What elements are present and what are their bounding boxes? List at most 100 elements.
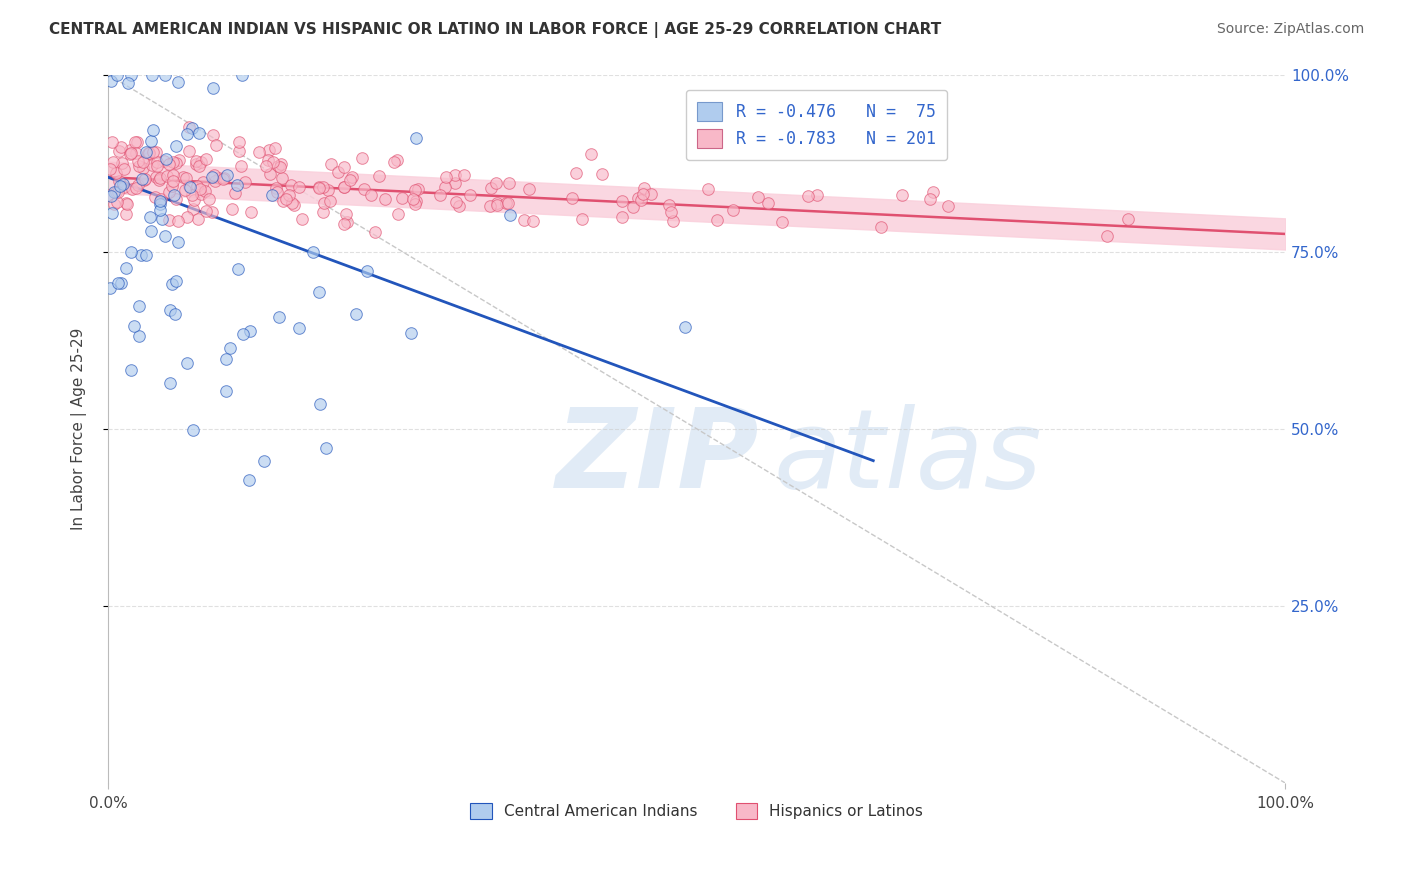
Point bbox=[145, 145, 167, 160]
Point bbox=[194, 184, 217, 198]
Point bbox=[621, 200, 644, 214]
Point bbox=[107, 185, 129, 199]
Point bbox=[673, 319, 696, 334]
Point bbox=[184, 153, 207, 168]
Point bbox=[112, 180, 135, 194]
Point bbox=[257, 153, 280, 167]
Point bbox=[128, 159, 150, 173]
Point bbox=[353, 181, 375, 195]
Point bbox=[238, 474, 260, 488]
Point bbox=[360, 187, 382, 202]
Point bbox=[108, 145, 131, 159]
Point bbox=[316, 183, 339, 197]
Point bbox=[758, 196, 780, 211]
Point bbox=[287, 321, 309, 335]
Point bbox=[212, 171, 235, 186]
Point bbox=[100, 189, 122, 203]
Point bbox=[159, 376, 181, 390]
Point bbox=[517, 182, 540, 196]
Point bbox=[160, 277, 183, 291]
Point bbox=[165, 307, 187, 321]
Point bbox=[352, 152, 374, 166]
Point bbox=[308, 285, 330, 299]
Point bbox=[721, 202, 744, 217]
Point bbox=[561, 191, 583, 205]
Point bbox=[131, 248, 153, 262]
Point bbox=[890, 187, 912, 202]
Point bbox=[124, 146, 146, 161]
Point bbox=[214, 352, 236, 367]
Point bbox=[153, 68, 176, 82]
Point bbox=[141, 68, 163, 82]
Point bbox=[1097, 228, 1119, 243]
Point bbox=[633, 180, 655, 194]
Point bbox=[186, 179, 208, 194]
Point bbox=[125, 181, 148, 195]
Point bbox=[274, 192, 297, 206]
Point bbox=[162, 154, 184, 169]
Point bbox=[406, 182, 429, 196]
Point bbox=[277, 187, 299, 202]
Point bbox=[163, 188, 186, 202]
Point bbox=[165, 192, 187, 206]
Point bbox=[120, 68, 142, 82]
Point bbox=[127, 178, 149, 193]
Point bbox=[105, 194, 128, 209]
Point bbox=[145, 160, 167, 174]
Point bbox=[201, 80, 224, 95]
Point bbox=[108, 179, 131, 194]
Point bbox=[188, 159, 211, 173]
Point bbox=[138, 146, 160, 161]
Point bbox=[340, 169, 363, 184]
Point bbox=[522, 214, 544, 228]
Point bbox=[188, 126, 211, 140]
Point bbox=[165, 274, 187, 288]
Point bbox=[610, 211, 633, 225]
Point bbox=[259, 167, 281, 181]
Point bbox=[512, 213, 534, 227]
Point bbox=[134, 171, 156, 186]
Point bbox=[120, 146, 142, 161]
Point bbox=[405, 194, 427, 208]
Point bbox=[478, 199, 501, 213]
Point bbox=[312, 204, 335, 219]
Text: atlas: atlas bbox=[773, 403, 1042, 510]
Point bbox=[262, 155, 284, 169]
Point bbox=[233, 175, 256, 189]
Y-axis label: In Labor Force | Age 25-29: In Labor Force | Age 25-29 bbox=[72, 327, 87, 530]
Point bbox=[142, 123, 165, 137]
Point bbox=[333, 217, 356, 231]
Point bbox=[314, 195, 336, 210]
Point bbox=[610, 194, 633, 208]
Point bbox=[326, 165, 349, 179]
Point bbox=[115, 197, 138, 211]
Point bbox=[165, 138, 187, 153]
Point bbox=[579, 147, 602, 161]
Point bbox=[485, 176, 508, 190]
Point bbox=[139, 224, 162, 238]
Point bbox=[115, 260, 138, 275]
Point bbox=[221, 202, 243, 216]
Point bbox=[257, 143, 280, 157]
Point bbox=[183, 202, 205, 216]
Point bbox=[591, 167, 613, 181]
Point bbox=[124, 135, 146, 149]
Point bbox=[399, 326, 422, 340]
Point bbox=[167, 214, 190, 228]
Point bbox=[266, 180, 288, 194]
Point bbox=[224, 186, 246, 200]
Point bbox=[135, 145, 157, 160]
Point bbox=[936, 199, 959, 213]
Point bbox=[115, 196, 138, 211]
Point bbox=[662, 213, 685, 227]
Point bbox=[128, 328, 150, 343]
Point bbox=[659, 205, 682, 219]
Point bbox=[219, 341, 242, 355]
Point bbox=[309, 396, 332, 410]
Point bbox=[319, 157, 342, 171]
Point bbox=[429, 188, 451, 202]
Point bbox=[115, 206, 138, 220]
Point bbox=[630, 194, 652, 208]
Point bbox=[311, 180, 333, 194]
Point bbox=[485, 198, 508, 212]
